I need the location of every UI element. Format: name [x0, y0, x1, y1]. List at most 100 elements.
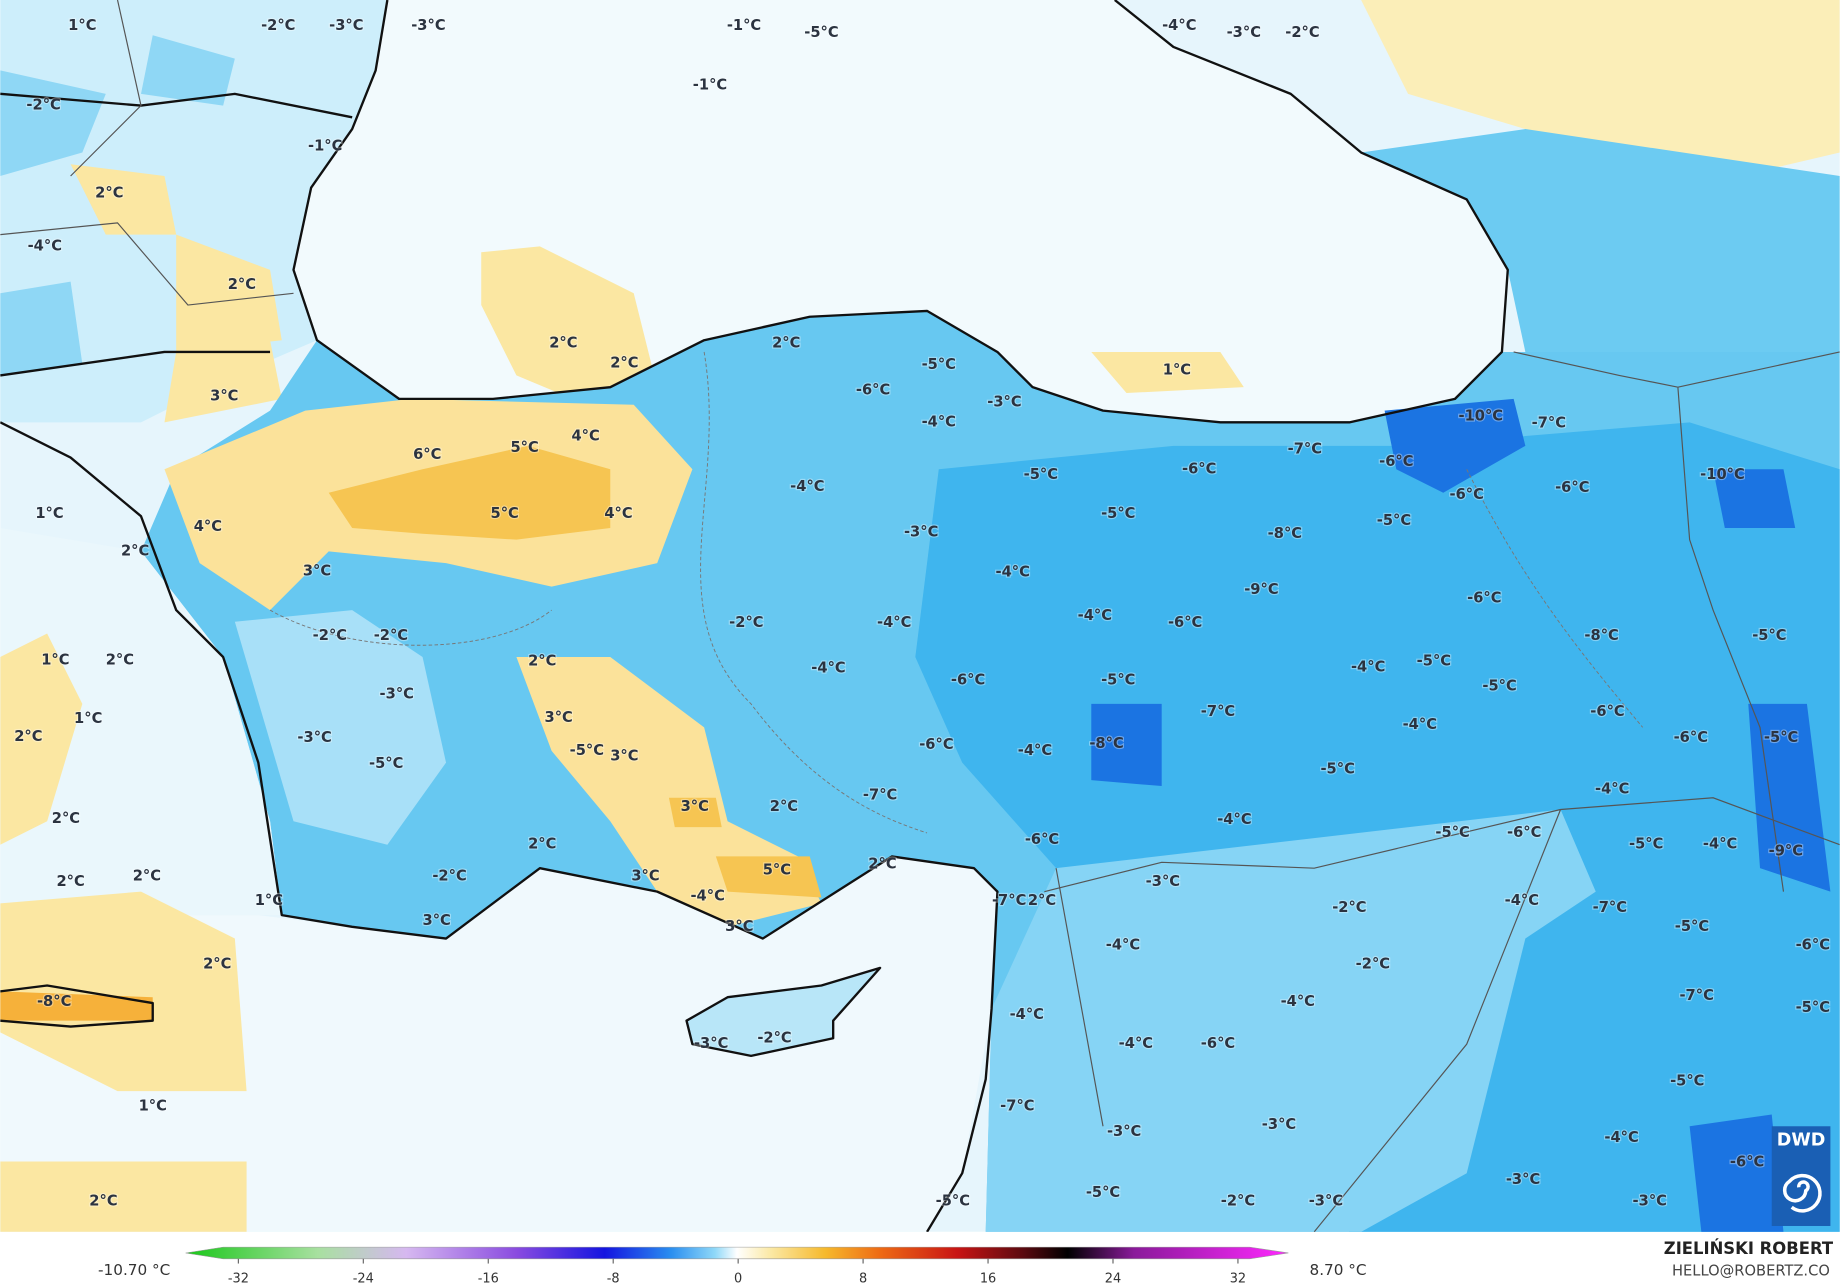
warm-patch [481, 246, 658, 405]
temperature-label: -4°C [811, 660, 845, 677]
temperature-label: 3°C [610, 748, 638, 765]
temperature-label: -2°C [432, 867, 466, 884]
syria-desert [985, 809, 1596, 1232]
temperature-label: -6°C [1168, 614, 1202, 631]
temperature-label: -7°C [1201, 703, 1235, 720]
temperature-label: 2°C [133, 867, 161, 884]
temperature-label: -1°C [308, 138, 342, 155]
temperature-label: 2°C [1028, 892, 1056, 909]
temperature-label: -7°C [992, 892, 1026, 909]
temperature-label: -6°C [1555, 479, 1589, 496]
coastline [685, 966, 882, 1058]
temperature-label: -5°C [1024, 466, 1058, 483]
temperature-label: 2°C [56, 873, 84, 890]
temperature-label: -6°C [1450, 486, 1484, 503]
temperature-label: -4°C [28, 237, 62, 254]
temperature-label: -1°C [727, 17, 761, 34]
temperature-label: 4°C [194, 518, 222, 535]
logo-text: DWD [1777, 1130, 1826, 1150]
temperature-label: -6°C [1182, 460, 1216, 477]
temperature-label: -4°C [1119, 1035, 1153, 1052]
colorbar-max: 8.70 °C [1310, 1261, 1367, 1279]
temperature-label: -4°C [1403, 716, 1437, 733]
temperature-label: -4°C [1010, 1006, 1044, 1023]
temperature-label: -4°C [1351, 659, 1385, 676]
temperature-label: 1°C [68, 17, 96, 34]
warm-patch [1361, 0, 1840, 188]
temperature-label: -3°C [1107, 1123, 1141, 1140]
temperature-label: -3°C [297, 729, 331, 746]
temperature-label: -6°C [1796, 937, 1830, 954]
warm-patch [1091, 351, 1244, 394]
temperature-label: 2°C [868, 856, 896, 873]
temperature-label: -9°C [1244, 581, 1278, 598]
temperature-label: -5°C [936, 1192, 970, 1209]
temperature-label: -8°C [1089, 735, 1123, 752]
temperature-label: -3°C [1309, 1192, 1343, 1209]
temperature-label: -5°C [1417, 653, 1451, 670]
logo-swirl [1782, 1173, 1822, 1213]
temperature-label: -6°C [1201, 1035, 1235, 1052]
temperature-label: -5°C [1086, 1184, 1120, 1201]
temperature-label: -3°C [1633, 1192, 1667, 1209]
temperature-label: -2°C [1221, 1192, 1255, 1209]
temperature-label: -2°C [757, 1029, 791, 1046]
temperature-label: 2°C [610, 355, 638, 372]
temperature-label: -5°C [1752, 627, 1786, 644]
temperature-label: -4°C [1217, 811, 1251, 828]
temperature-label: -6°C [856, 382, 890, 399]
temperature-label: -5°C [1675, 918, 1709, 935]
temperature-label: -6°C [1507, 824, 1541, 841]
temperature-label: 3°C [545, 709, 573, 726]
warm-patch [0, 633, 247, 1232]
temperature-label: 3°C [422, 912, 450, 929]
temperature-label: 5°C [510, 439, 538, 456]
temperature-label: -2°C [1285, 24, 1319, 41]
colorbar-tick-label: -24 [353, 1271, 374, 1286]
temperature-label: -3°C [329, 17, 363, 34]
temperature-label: -6°C [1674, 729, 1708, 746]
temperature-label: 2°C [528, 836, 556, 853]
colorbar-tick-label: 24 [1105, 1271, 1121, 1286]
temperature-label: -6°C [1379, 453, 1413, 470]
temperature-label: 4°C [571, 427, 599, 444]
temperature-label: -2°C [374, 627, 408, 644]
temperature-label: -4°C [1281, 993, 1315, 1010]
temperature-label: -5°C [1629, 836, 1663, 853]
temperature-label: -4°C [877, 614, 911, 631]
temperature-label: -5°C [1796, 999, 1830, 1016]
temperature-label: 5°C [763, 862, 791, 879]
temperature-label: -5°C [1377, 512, 1411, 529]
temperature-label: -6°C [1467, 589, 1501, 606]
map-field: 1°C -2°C -3°C -3°C -1°C -5°C -4°C -3°C -2°C -2°C -… [0, 0, 1840, 1232]
temperature-label: -4°C [922, 413, 956, 430]
colorbar-min: -10.70 °C [98, 1261, 170, 1279]
temperature-label: -3°C [1146, 873, 1180, 890]
temperature-label: -2°C [729, 614, 763, 631]
temperature-label: 2°C [228, 276, 256, 293]
temperature-label: -7°C [1679, 987, 1713, 1004]
temperature-label: -4°C [995, 564, 1029, 581]
temperature-label: 3°C [631, 867, 659, 884]
warm-core [328, 445, 611, 540]
temperature-label: -3°C [904, 524, 938, 541]
credit-contact: HELLO@ROBERTZ.CO [1672, 1263, 1830, 1280]
isoline [269, 351, 1644, 834]
colorbar-tick-label: 16 [980, 1271, 996, 1286]
warm-patch [70, 164, 282, 423]
temperature-label: -5°C [1101, 505, 1135, 522]
temperature-label: -9°C [1769, 843, 1803, 860]
mediterranean [0, 856, 998, 1232]
temperature-label: 5°C [491, 505, 519, 522]
temperature-label: -3°C [987, 393, 1021, 410]
colorbar-tick-label: -32 [228, 1271, 249, 1286]
temperature-label: -5°C [1435, 824, 1469, 841]
temperature-label: 1°C [41, 652, 69, 669]
border [0, 0, 1840, 1232]
temperature-label: 2°C [95, 185, 123, 202]
temperature-label: -8°C [37, 993, 71, 1010]
temperature-label: 3°C [725, 918, 753, 935]
temperature-label: -4°C [1595, 781, 1629, 798]
temperature-label: 2°C [121, 542, 149, 559]
temperature-label: -4°C [1604, 1129, 1638, 1146]
